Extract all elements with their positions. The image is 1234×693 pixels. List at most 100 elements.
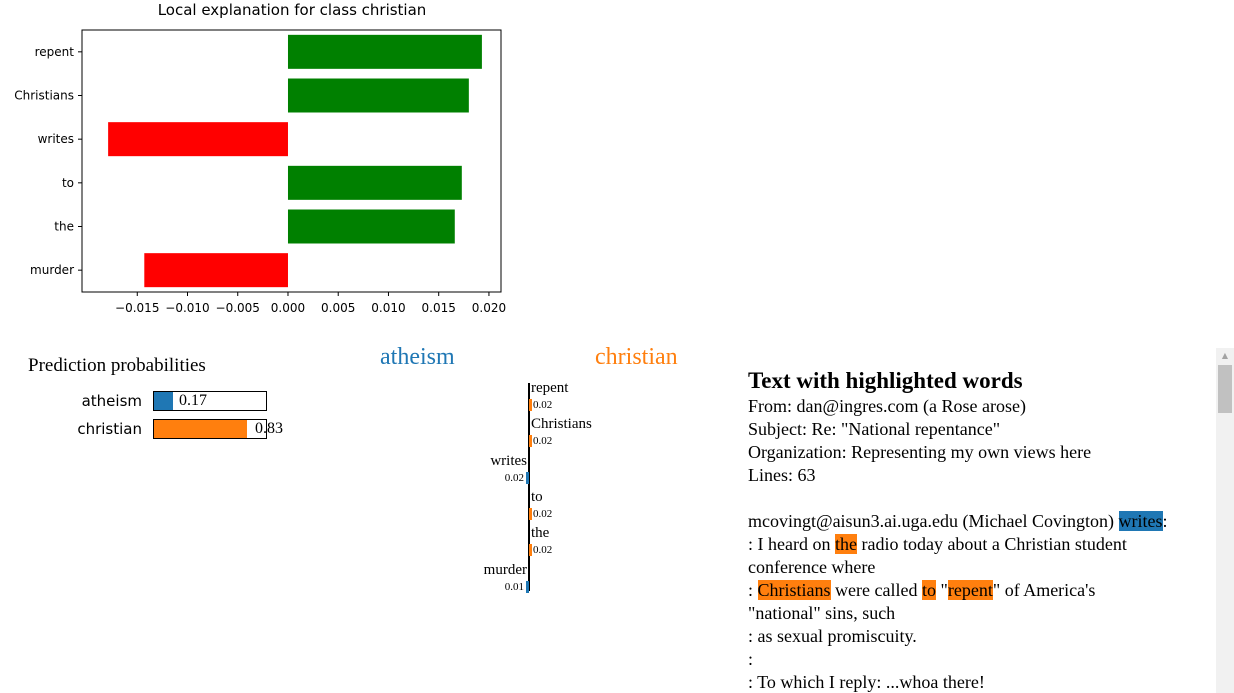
text-segment: ": [936, 580, 948, 600]
text-line: : I heard on the radio today about a Chr…: [748, 533, 1218, 556]
text-segment: :: [1162, 511, 1168, 531]
prob-fill-atheism: [154, 392, 174, 410]
feature-axis: [528, 383, 530, 591]
feature-writes: writes 0.02: [440, 453, 640, 489]
text-line: From: dan@ingres.com (a Rose arose): [748, 395, 1218, 418]
text-line: Lines: 63: [748, 464, 1218, 487]
plot-frame: [81, 29, 502, 293]
feature-value: 0.01: [504, 580, 524, 593]
x-tick-label: −0.015: [115, 301, 159, 315]
scroll-up-arrow-icon[interactable]: ▲: [1221, 351, 1229, 360]
text-line: :: [748, 648, 1218, 671]
y-tick-label: to: [62, 176, 74, 190]
feature-the: the 0.02: [440, 525, 640, 561]
prediction-title: Prediction probabilities: [28, 355, 206, 376]
highlighted-word: Christians: [757, 580, 831, 600]
x-tick-label: 0.015: [422, 301, 456, 315]
bar-writes: [108, 122, 288, 157]
explanation-bar-chart: Local explanation for class christian re…: [14, 1, 506, 315]
prob-row-atheism: atheism 0.17: [28, 391, 328, 413]
text-line: "national" sins, such: [748, 602, 1218, 625]
text-line: : as sexual promiscuity.: [748, 625, 1218, 648]
highlighted-word: to: [921, 580, 936, 600]
prob-label: christian: [77, 420, 142, 438]
highlighted-word: writes: [1118, 511, 1163, 531]
text-segment: :: [748, 580, 758, 600]
prob-value: 0.17: [179, 392, 207, 409]
class-header-atheism: atheism: [380, 344, 455, 370]
bar-the: [287, 209, 455, 244]
feature-weight-bar: [526, 580, 529, 593]
bar-to: [287, 165, 462, 200]
text-segment: Organization: Representing my own views …: [748, 442, 1092, 462]
chart-title: Local explanation for class christian: [158, 1, 427, 19]
prob-bar: [153, 419, 267, 439]
feature-word: murder: [483, 561, 527, 578]
text-segment: :: [748, 649, 754, 669]
bar-repent: [287, 34, 482, 69]
x-tick-label: 0.010: [371, 301, 405, 315]
text-segment: : To which I reply: ...whoa there!: [748, 672, 985, 692]
y-tick-label: Christians: [14, 89, 74, 103]
text-segment: Lines: 63: [748, 465, 816, 485]
x-tick-label: 0.000: [271, 301, 305, 315]
highlighted-text-panel: Text with highlighted words From: dan@in…: [748, 367, 1218, 693]
feature-value: 0.02: [533, 544, 553, 557]
prob-label: atheism: [81, 392, 142, 410]
y-tick-label: murder: [30, 263, 74, 277]
feature-christians: Christians 0.02: [440, 416, 640, 452]
feature-word: the: [531, 525, 550, 542]
feature-value: 0.02: [533, 399, 553, 411]
text-segment: mcovingt@aisun3.ai.uga.edu (Michael Covi…: [748, 511, 1119, 531]
feature-weight-bar: [529, 507, 532, 520]
y-tick-label: the: [54, 220, 74, 234]
y-tick-label: writes: [38, 132, 74, 146]
bar-murder: [144, 253, 288, 288]
x-tick-label: −0.005: [216, 301, 260, 315]
feature-value: 0.02: [533, 507, 553, 520]
prob-row-christian: christian 0.83: [28, 419, 328, 441]
feature-word: repent: [531, 380, 569, 396]
prob-value: 0.83: [255, 420, 283, 437]
class-header-christian: christian: [595, 344, 678, 370]
feature-to: to 0.02: [440, 489, 640, 525]
feature-weights: repent 0.02 Christians 0.02 writes 0.02 to 0.02…: [440, 380, 640, 595]
highlighted-word: the: [834, 534, 857, 554]
feature-weight-bar: [529, 399, 532, 411]
highlighted-word: repent: [947, 580, 993, 600]
text-segment: Subject: Re: "National repentance": [748, 419, 1001, 439]
text-segment: were called: [830, 580, 922, 600]
text-line: : To which I reply: ...whoa there!: [748, 671, 1218, 693]
text-segment: conference where: [748, 557, 876, 577]
x-tick-label: 0.005: [321, 301, 355, 315]
text-line: Subject: Re: "National repentance": [748, 418, 1218, 441]
text-segment: radio today about a Christian student: [856, 534, 1127, 554]
text-line: [748, 487, 1218, 510]
text-line: Organization: Representing my own views …: [748, 441, 1218, 464]
feature-murder: murder 0.01: [440, 562, 640, 598]
text-segment: " of America's: [992, 580, 1096, 600]
bar-christians: [287, 78, 469, 113]
feature-weight-bar: [529, 544, 532, 557]
feature-value: 0.02: [533, 435, 553, 448]
x-tick-label: 0.020: [472, 301, 506, 315]
scrollbar[interactable]: ▲: [1216, 348, 1234, 693]
feature-weight-bar: [529, 435, 532, 448]
text-panel-title: Text with highlighted words: [748, 368, 1023, 393]
text-line: : Christians were called to "repent" of …: [748, 579, 1218, 602]
text-segment: : as sexual promiscuity.: [748, 626, 917, 646]
x-tick-label: −0.010: [165, 301, 209, 315]
text-line: mcovingt@aisun3.ai.uga.edu (Michael Covi…: [748, 510, 1218, 533]
text-segment: : I heard on: [748, 534, 835, 554]
prob-fill-christian: [154, 420, 247, 438]
text-line: conference where: [748, 556, 1218, 579]
text-segment: From: dan@ingres.com (a Rose arose): [748, 396, 1027, 416]
feature-weight-bar: [526, 471, 529, 484]
scroll-thumb[interactable]: [1218, 365, 1232, 413]
prediction-probabilities: Prediction probabilities atheism 0.17 ch…: [28, 355, 328, 445]
feature-word: to: [531, 488, 543, 505]
text-segment: "national" sins, such: [748, 603, 896, 623]
prob-bar: [153, 391, 267, 411]
feature-word: writes: [490, 452, 527, 469]
y-tick-label: repent: [35, 45, 75, 59]
